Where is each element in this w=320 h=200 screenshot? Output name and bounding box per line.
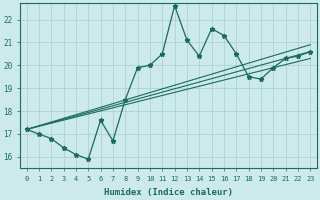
X-axis label: Humidex (Indice chaleur): Humidex (Indice chaleur): [104, 188, 233, 197]
